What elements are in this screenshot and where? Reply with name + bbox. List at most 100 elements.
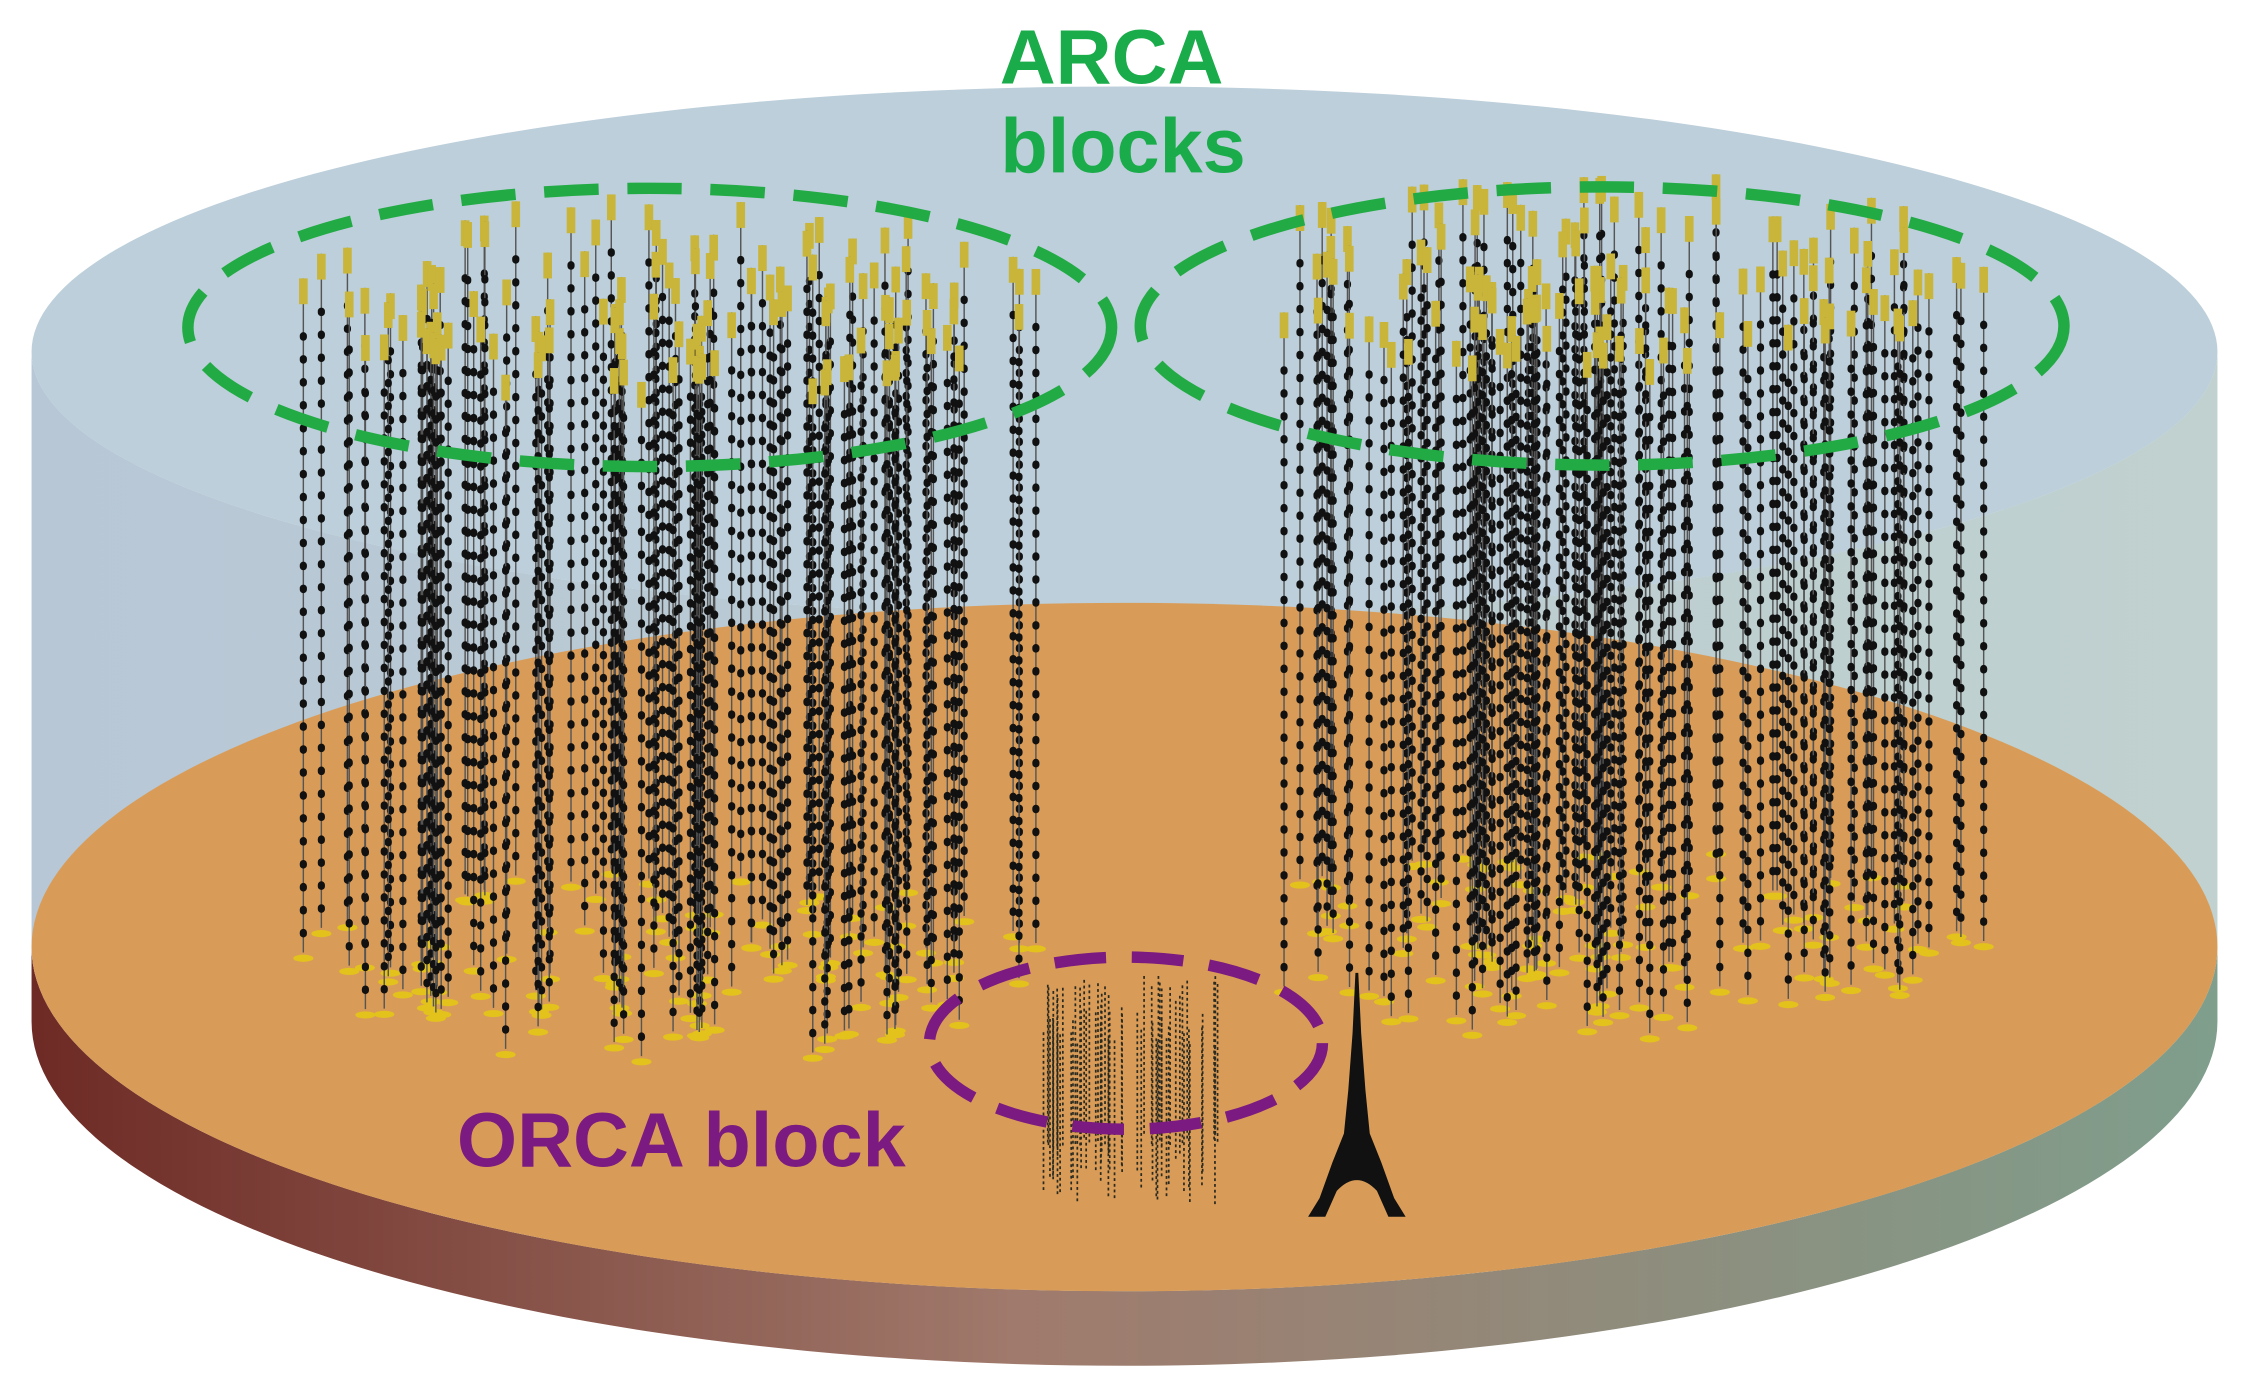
cylinder [32, 86, 2218, 1365]
anchor [663, 1033, 683, 1040]
anchor [1609, 1012, 1629, 1019]
buoy [1800, 298, 1809, 324]
buoy [747, 268, 756, 294]
buoy [1466, 266, 1475, 292]
buoy [706, 253, 715, 279]
buoy [691, 248, 700, 274]
buoy [1847, 311, 1856, 337]
anchor [1308, 974, 1328, 981]
anchor [1903, 977, 1923, 984]
buoy [885, 297, 894, 323]
buoy [808, 378, 817, 404]
anchor [1577, 1028, 1597, 1035]
buoy [361, 335, 370, 361]
anchor [1888, 985, 1908, 992]
buoy [891, 355, 900, 381]
buoy [1890, 249, 1899, 275]
anchor [604, 1044, 624, 1051]
anchor [293, 955, 313, 962]
anchor [917, 986, 937, 993]
anchor [864, 939, 884, 946]
anchor [631, 1058, 651, 1065]
anchor [1974, 943, 1994, 950]
anchor [380, 970, 400, 977]
buoy [808, 255, 817, 281]
anchor [1803, 942, 1823, 949]
anchor [731, 878, 751, 885]
anchor [496, 1051, 516, 1058]
buoy [1821, 318, 1830, 344]
anchor [799, 899, 819, 906]
buoy [1784, 325, 1793, 351]
anchor [561, 884, 581, 891]
anchor [1497, 1019, 1517, 1026]
buoy [902, 300, 911, 326]
buoy [1528, 266, 1537, 292]
anchor [471, 993, 491, 1000]
buoy [727, 312, 736, 338]
buoy [545, 327, 554, 353]
anchor [853, 950, 873, 957]
buoy [1468, 355, 1477, 381]
anchor [764, 976, 784, 983]
anchor [742, 945, 762, 952]
buoy [469, 291, 478, 317]
anchor [1462, 1032, 1482, 1039]
buoy [1908, 300, 1917, 326]
buoy [652, 252, 661, 278]
anchor [1323, 935, 1343, 942]
anchor [1640, 1035, 1660, 1042]
anchor [378, 978, 398, 985]
buoy [1471, 209, 1480, 235]
anchor [851, 1004, 871, 1011]
buoy [1825, 258, 1834, 284]
buoy [1790, 240, 1799, 266]
buoy [1571, 231, 1580, 257]
anchor [1446, 1017, 1466, 1024]
buoy [885, 323, 894, 349]
anchor [355, 1011, 375, 1018]
anchor [722, 989, 742, 996]
anchor [1794, 974, 1814, 981]
buoy [1925, 273, 1934, 299]
buoy [650, 294, 659, 320]
buoy [1809, 265, 1818, 291]
buoy [1399, 274, 1408, 300]
anchor [532, 1012, 552, 1019]
buoy [1769, 216, 1778, 242]
buoy [675, 321, 684, 347]
buoy [1914, 270, 1923, 296]
buoy [1474, 275, 1483, 301]
buoy [736, 202, 745, 228]
buoy [943, 325, 952, 351]
buoy [1015, 304, 1024, 330]
buoy [546, 299, 555, 325]
buoy [637, 382, 646, 408]
anchor [1359, 993, 1379, 1000]
buoy [543, 253, 552, 279]
buoy [1542, 283, 1551, 309]
buoy [1423, 247, 1432, 273]
anchor [1397, 935, 1417, 942]
anchor [1951, 939, 1971, 946]
buoy [619, 360, 628, 386]
buoy [1617, 278, 1626, 304]
buoy [1641, 267, 1650, 293]
buoy [1380, 322, 1389, 348]
buoy [846, 257, 855, 283]
buoy [618, 333, 627, 359]
anchor [1674, 984, 1694, 991]
buoy [870, 263, 879, 289]
buoy [955, 346, 964, 372]
buoy [922, 273, 931, 299]
anchor [834, 1032, 854, 1039]
buoy [1606, 253, 1615, 279]
anchor [1473, 990, 1493, 997]
buoy [1329, 259, 1338, 285]
anchor [311, 930, 331, 937]
buoy [769, 299, 778, 325]
buoy [1015, 269, 1024, 295]
anchor [483, 1010, 503, 1017]
buoy [501, 375, 510, 401]
buoy [1657, 207, 1666, 233]
